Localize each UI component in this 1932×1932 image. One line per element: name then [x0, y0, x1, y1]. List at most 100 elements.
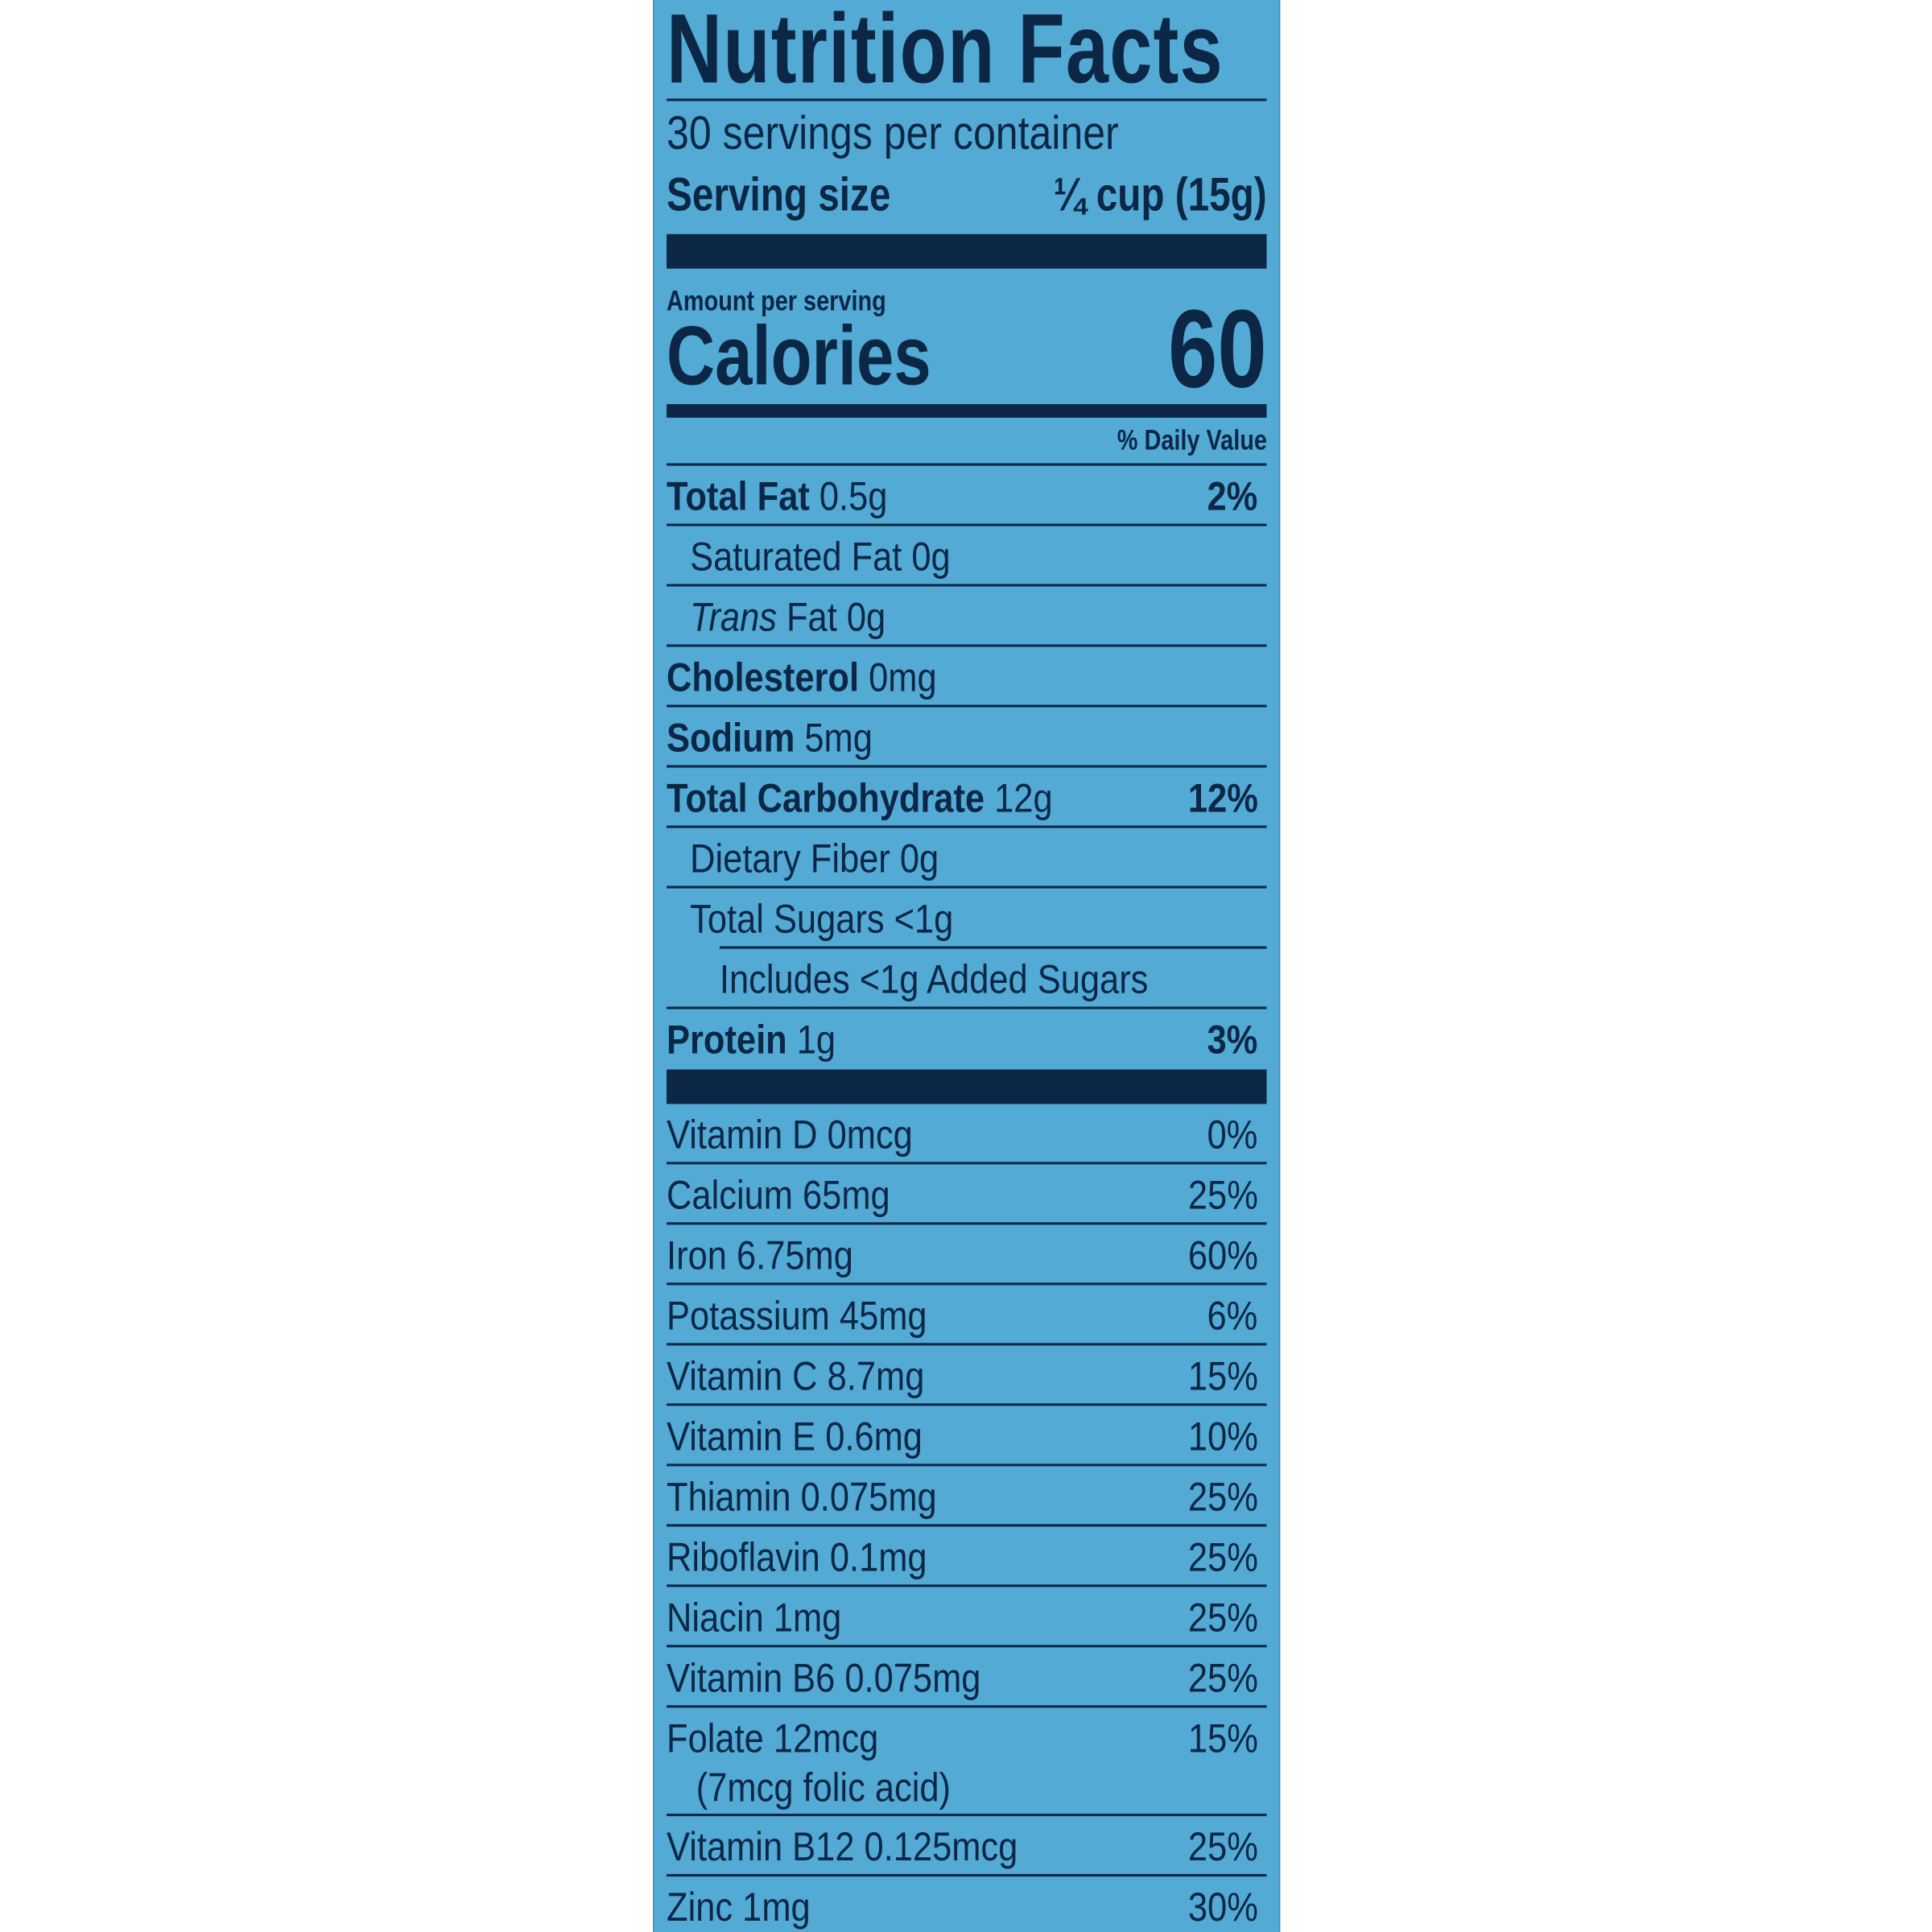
vitamin-dv: 15%: [1187, 1715, 1258, 1761]
nutrient-name: Total Sugars <1g: [690, 895, 953, 942]
nutrient-amount: 5mg: [804, 713, 873, 760]
row-rule: [667, 1222, 1267, 1225]
row-rule: [667, 1282, 1267, 1286]
nutrient-label: Dietary Fiber 0g: [690, 834, 939, 881]
vitamin-name: Vitamin B6 0.075mg: [667, 1653, 981, 1700]
vitamin-row: Iron 6.75mg 60%: [667, 1224, 1267, 1286]
vitamin-row: Zinc 1mg 30%: [667, 1876, 1266, 1932]
row-rule: [667, 1645, 1267, 1648]
vitamin-note: (7mcg folic acid): [696, 1764, 952, 1810]
vitamin-dv: 15%: [1187, 1352, 1258, 1398]
nutrient-row: Sodium 5mg: [667, 708, 1267, 768]
vitamin-name-block: Vitamin E 0.6mg: [667, 1413, 964, 1459]
medium-rule: [667, 404, 1267, 418]
vitamin-name: Vitamin D 0mcg: [667, 1110, 913, 1157]
nutrient-row: Protein 1g 3%: [667, 1009, 1266, 1070]
vitamin-name-block: Vitamin B6 0.075mg: [667, 1654, 1032, 1701]
nutrient-name: Total Fat 0.5g: [667, 473, 887, 519]
thick-rule: [667, 1069, 1267, 1104]
dv-header-row: % Daily Value: [667, 418, 1267, 466]
vitamin-dv: 25%: [1187, 1653, 1258, 1700]
vitamin-name: Vitamin C 8.7mg: [667, 1352, 925, 1398]
vitamin-row: Folate 12mcg (7mcg folic acid) 15%: [667, 1707, 1267, 1817]
row-rule: [667, 825, 1267, 828]
vitamin-dv: 60%: [1187, 1231, 1258, 1278]
nutrient-dv: 3%: [1207, 1015, 1258, 1062]
amount-row: Amount per serving: [667, 269, 1266, 318]
vitamin-name-block: Folate 12mcg (7mcg folic acid): [667, 1715, 992, 1811]
vitamin-name: Zinc 1mg: [667, 1883, 811, 1930]
nutrient-label: Cholesterol: [667, 653, 860, 700]
vitamin-row: Potassium 45mg 6%: [667, 1285, 1267, 1346]
vitamin-name-block: Vitamin B12 0.125mcg: [667, 1823, 1075, 1870]
row-rule: [667, 1463, 1267, 1467]
vitamins: Vitamin D 0mcg 0% Calcium 65mg 25% Iron 6.75…: [667, 1104, 1267, 1932]
nutrient-name: Total Carbohydrate 12g: [667, 774, 1053, 821]
calories-row: Calories 60: [667, 295, 1266, 406]
row-rule: [667, 1705, 1267, 1708]
vitamin-dv: 25%: [1187, 1533, 1258, 1579]
vitamin-name: Potassium 45mg: [667, 1291, 927, 1338]
vitamin-name-block: Calcium 65mg: [667, 1171, 927, 1218]
vitamin-name: Calcium 65mg: [667, 1170, 890, 1217]
vitamin-row: Vitamin D 0mcg 0%: [667, 1104, 1267, 1165]
nutrition-label: Nutrition Facts 30 servings per containe…: [653, 0, 1281, 1932]
row-rule: [667, 1524, 1267, 1527]
vitamin-name-block: Vitamin D 0mcg: [667, 1111, 953, 1158]
nutrient-name: Sodium 5mg: [667, 714, 873, 761]
nutrient-label: Total Fat: [667, 472, 810, 518]
nutrient-row: Trans Fat 0g: [667, 587, 1267, 647]
vitamin-name: Thiamin 0.075mg: [667, 1472, 937, 1519]
row-rule: [667, 1584, 1267, 1587]
row-rule: [667, 1814, 1267, 1817]
nutrient-row: Total Fat 0.5g 2%: [667, 466, 1267, 526]
vitamin-row: Vitamin B6 0.075mg 25%: [667, 1647, 1267, 1708]
nutrient-dv: 2%: [1207, 472, 1258, 518]
vitamin-dv: 25%: [1187, 1472, 1258, 1519]
nutrient-label: Total Sugars <1g: [690, 894, 954, 941]
row-rule: [667, 765, 1267, 768]
nutrient-row: Total Sugars <1g: [667, 889, 1267, 949]
serving-size-label: Serving size: [667, 169, 891, 221]
row-rule: [667, 1006, 1267, 1009]
vitamin-row: Vitamin E 0.6mg 10%: [667, 1406, 1267, 1467]
row-rule: [719, 946, 1267, 949]
vitamin-name-block: Zinc 1mg: [667, 1884, 834, 1930]
calories-value: 60: [1167, 288, 1267, 412]
nutrient-name: Includes <1g Added Sugars: [720, 956, 1149, 1002]
servings: 30 servings per container: [667, 107, 1119, 160]
nutrient-amount: 0.5g: [819, 472, 888, 518]
vitamin-name-block: Iron 6.75mg: [667, 1232, 884, 1278]
nutrient-name: Dietary Fiber 0g: [690, 835, 939, 881]
vitamin-row: Riboflavin 0.1mg 25%: [667, 1526, 1267, 1587]
vitamin-dv: 10%: [1187, 1412, 1258, 1459]
vitamin-name: Iron 6.75mg: [667, 1231, 853, 1278]
vitamin-name-block: Vitamin C 8.7mg: [667, 1352, 966, 1399]
row-rule: [667, 1162, 1267, 1165]
vitamin-dv: 25%: [1187, 1823, 1258, 1869]
row-rule: [667, 523, 1267, 526]
vitamin-dv: 0%: [1207, 1110, 1258, 1157]
nutrient-row: Cholesterol 0mg: [667, 647, 1267, 708]
nutrient-name: Protein 1g: [667, 1016, 836, 1063]
vitamin-name-block: Potassium 45mg: [667, 1292, 969, 1339]
nutrient-name-italic: Trans: [690, 592, 777, 639]
nutrient-label: Sodium: [667, 713, 795, 760]
nutrient-name: Saturated Fat 0g: [690, 533, 951, 580]
row-rule: [667, 1874, 1267, 1877]
nutrient-row: Dietary Fiber 0g: [667, 828, 1267, 889]
nutrient-amount: 12g: [994, 774, 1053, 820]
title: Nutrition Facts: [667, 0, 1224, 104]
nutrient-dv: 12%: [1187, 774, 1258, 820]
nutrient-label: Includes <1g Added Sugars: [719, 955, 1149, 1001]
title-row: Nutrition Facts: [667, 0, 1267, 104]
vitamin-name-block: Riboflavin 0.1mg: [667, 1534, 969, 1580]
vitamin-name: Folate 12mcg: [667, 1715, 879, 1761]
nutrient-label: Protein: [667, 1015, 787, 1062]
nutrients: Total Fat 0.5g 2% Saturated Fat 0g Trans Fa…: [667, 466, 1267, 1070]
nutrient-amount: 0mg: [869, 653, 937, 700]
vitamin-dv: 6%: [1207, 1291, 1258, 1338]
nutrient-row: Saturated Fat 0g: [667, 526, 1267, 587]
vitamin-dv: 30%: [1187, 1883, 1258, 1930]
nutrient-amount: 1g: [796, 1015, 836, 1062]
